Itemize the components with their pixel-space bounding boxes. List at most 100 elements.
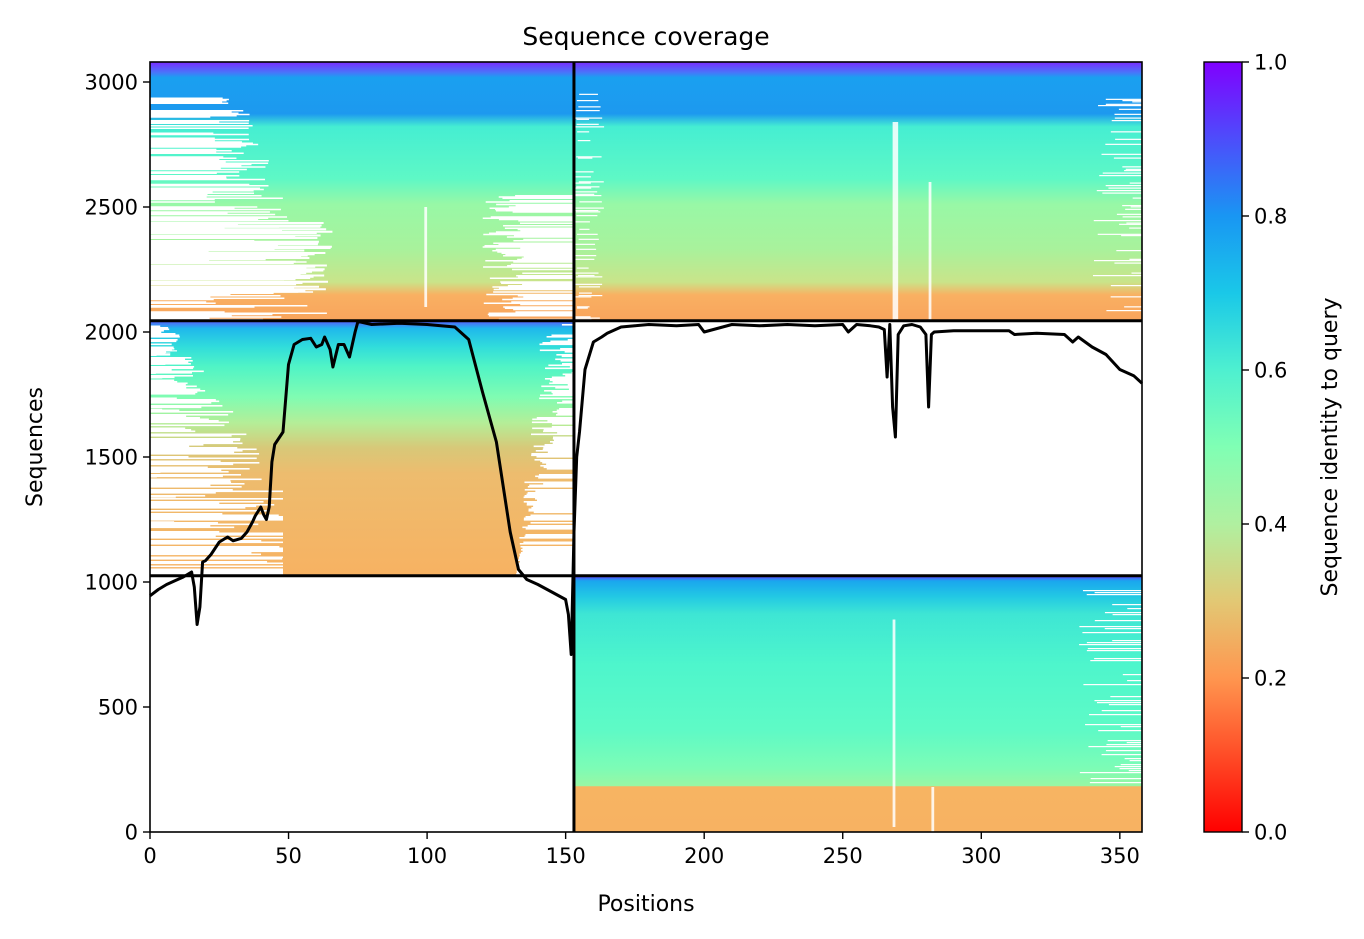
gap-stripe <box>574 117 603 119</box>
gap-stripe <box>535 450 574 452</box>
gap-stripe <box>150 230 333 233</box>
gap-stripe <box>150 467 161 469</box>
gap-stripe <box>511 301 574 303</box>
x-tick-label: 0 <box>143 844 156 868</box>
gap-stripe <box>575 255 597 257</box>
gap-stripe <box>150 451 169 453</box>
gap-stripe <box>150 409 180 412</box>
gap-stripe <box>150 207 235 209</box>
gap-stripe <box>1119 768 1142 770</box>
gap-stripe <box>483 302 574 304</box>
gap-stripe <box>150 330 164 332</box>
gap-stripe <box>551 334 574 337</box>
gap-stripe <box>150 289 306 292</box>
gap-stripe <box>1101 153 1142 155</box>
gap-stripe <box>150 501 159 503</box>
gap-stripe <box>546 336 574 338</box>
gap-stripe <box>1096 190 1142 192</box>
gap-stripe <box>512 211 574 213</box>
gap-stripe <box>574 195 602 197</box>
gap-stripe <box>546 468 574 470</box>
gap-stripe <box>150 216 288 218</box>
gap-stripe <box>540 460 574 463</box>
gap-stripe <box>576 215 598 217</box>
gap-stripe <box>150 301 207 303</box>
gap-stripe <box>521 257 574 259</box>
gap-stripe <box>482 246 574 248</box>
gap-stripe <box>485 260 574 262</box>
gap-stripe <box>520 552 574 554</box>
gap-stripe <box>575 187 592 189</box>
gap-stripe <box>150 519 178 521</box>
gap-stripe <box>150 188 264 191</box>
gap-stripe <box>150 475 223 478</box>
gap-stripe <box>1101 754 1142 756</box>
gap-stripe <box>533 445 574 448</box>
gap-stripe <box>556 414 574 416</box>
gap-stripe <box>150 290 299 293</box>
gap-stripe <box>150 375 193 377</box>
gap-stripe <box>150 393 196 395</box>
gap-stripe <box>1102 192 1142 194</box>
gap-stripe <box>519 561 574 563</box>
gap-stripe <box>1105 103 1142 105</box>
gap-stripe <box>575 193 595 195</box>
gap-stripe <box>1106 744 1142 746</box>
gap-stripe <box>523 501 574 503</box>
gap-stripe <box>516 573 574 575</box>
gap-stripe <box>150 245 332 248</box>
gap-stripe <box>150 172 217 174</box>
gap-stripe <box>150 382 188 385</box>
gap-stripe <box>150 212 228 214</box>
gap-stripe <box>150 292 274 294</box>
gap-stripe <box>488 312 574 314</box>
heatmap-gap-stripes <box>150 93 1142 832</box>
gap-stripe <box>515 205 574 207</box>
gap-stripe <box>531 454 574 457</box>
gap-stripe <box>495 231 574 233</box>
gap-stripe <box>150 302 216 304</box>
gap-stripe <box>1099 175 1142 177</box>
gap-stripe <box>150 354 157 356</box>
gap-stripe <box>552 381 574 383</box>
gap-stripe <box>517 228 574 231</box>
gap-stripe <box>1085 724 1142 726</box>
gap-stripe <box>561 355 574 358</box>
gap-stripe <box>525 534 574 536</box>
gap-stripe <box>150 466 208 469</box>
gap-stripe <box>492 286 574 288</box>
gap-stripe <box>574 182 591 184</box>
gap-stripe <box>576 100 599 102</box>
gap-stripe <box>575 171 594 173</box>
gap-stripe <box>150 534 284 536</box>
gap-stripe <box>1089 782 1142 784</box>
gap-stripe <box>150 451 235 454</box>
gap-stripe <box>1129 760 1142 762</box>
gap-stripe <box>578 275 595 277</box>
gap-stripe <box>522 550 574 553</box>
gap-stripe <box>150 562 284 565</box>
gap-stripe <box>528 510 574 512</box>
gap-stripe <box>150 433 177 435</box>
heatmap-block-B_only <box>573 575 1142 832</box>
gap-stripe <box>150 525 211 527</box>
gap-stripe <box>1083 684 1142 686</box>
gap-stripe <box>512 268 574 271</box>
gap-stripe <box>575 316 591 318</box>
gap-stripe <box>150 315 232 317</box>
gap-stripe <box>1131 272 1142 274</box>
gap-stripe <box>150 283 297 286</box>
gap-stripe <box>150 142 253 144</box>
heatmap-area <box>150 62 1142 832</box>
gap-stripe <box>150 298 214 301</box>
gap-stripe <box>150 367 194 370</box>
gap-stripe <box>524 489 574 491</box>
gap-stripe <box>522 283 574 286</box>
gap-stripe <box>516 571 574 574</box>
gap-stripe <box>530 433 574 436</box>
gap-stripe <box>575 210 599 212</box>
gap-stripe <box>1122 166 1142 168</box>
gap-stripe <box>541 385 574 388</box>
gap-stripe <box>150 201 215 203</box>
gap-stripe <box>150 535 216 538</box>
